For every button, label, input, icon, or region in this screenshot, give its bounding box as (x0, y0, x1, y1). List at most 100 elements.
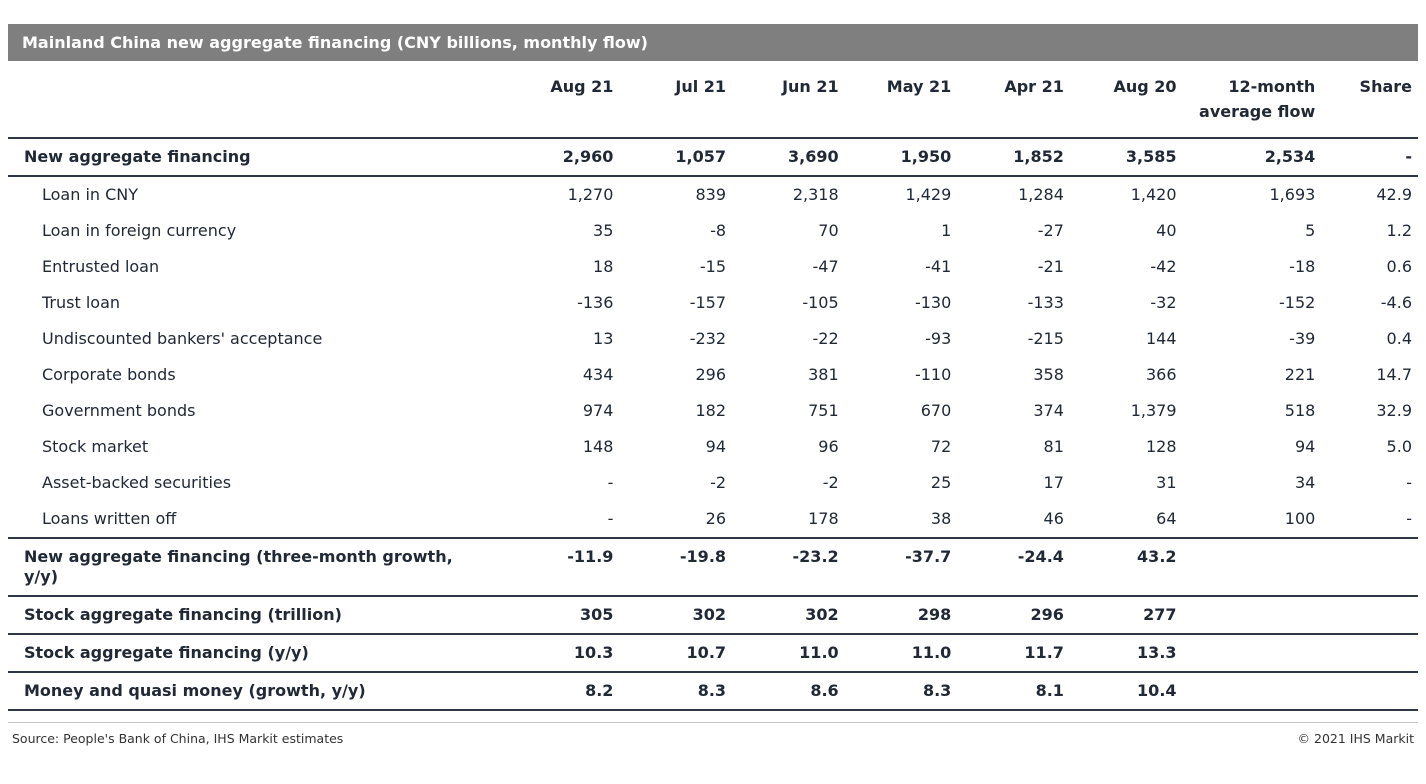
cell: - (1406, 508, 1412, 528)
cell: 2,960 (562, 146, 614, 166)
cell: -42 (1150, 256, 1177, 276)
cell: 296 (1030, 604, 1064, 624)
cell: 42.9 (1376, 184, 1412, 204)
column-header-aug-21: Aug 21 (550, 77, 614, 96)
cell: 11.0 (799, 642, 839, 662)
cell: 8.3 (697, 680, 727, 700)
cell: -23.2 (792, 546, 839, 566)
cell: 1,420 (1130, 184, 1177, 204)
row-label: Stock aggregate financing (y/y) (24, 642, 309, 662)
table-row: Stock market 148 94 96 72 81 128 94 5.0 (8, 429, 1418, 465)
row-label: Money and quasi money (growth, y/y) (24, 680, 366, 700)
cell: 178 (808, 508, 839, 528)
cell: 1,379 (1130, 400, 1177, 420)
cell: 296 (695, 364, 727, 384)
cell: 221 (1284, 364, 1316, 384)
cell: 17 (1043, 472, 1064, 492)
table-body: New aggregate financing 2,960 1,057 3,690 1,… (8, 138, 1418, 710)
cell: 35 (593, 220, 614, 240)
cell: 81 (1043, 436, 1064, 456)
cell: -152 (1279, 292, 1316, 312)
cell: 2,534 (1264, 146, 1316, 166)
cell: 25 (930, 472, 952, 492)
cell: -39 (1289, 328, 1316, 348)
cell: -15 (699, 256, 727, 276)
table-row: Trust loan -136 -157 -105 -130 -133 -32 -152 -4.… (8, 285, 1418, 321)
cell: 1,429 (905, 184, 952, 204)
table-row: Stock aggregate financing (trillion) 305 3… (8, 596, 1418, 634)
footer: Source: People's Bank of China, IHS Mark… (8, 721, 1418, 746)
table-row: Entrusted loan 18 -15 -47 -41 -21 -42 -18 0.6 (8, 249, 1418, 285)
cell: 148 (582, 436, 614, 456)
cell: 434 (582, 364, 614, 384)
cell: -32 (1150, 292, 1177, 312)
cell: -8 (710, 220, 727, 240)
cell: - (1405, 146, 1412, 166)
table-row: Money and quasi money (growth, y/y) 8.2 8.… (8, 672, 1418, 710)
cell: 70 (818, 220, 839, 240)
cell: 3,585 (1125, 146, 1177, 166)
cell: 1,852 (1013, 146, 1064, 166)
cell: 974 (582, 400, 614, 420)
cell: 8.1 (1035, 680, 1064, 700)
row-label: Undiscounted bankers' acceptance (42, 328, 323, 348)
cell: 298 (917, 604, 952, 624)
table-row: Undiscounted bankers' acceptance 13 -232 -2… (8, 321, 1418, 357)
cell: -232 (689, 328, 727, 348)
cell: -22 (812, 328, 839, 348)
cell: 10.4 (1137, 680, 1177, 700)
cell: -2 (822, 472, 839, 492)
cell (1315, 538, 1418, 596)
table-row: Loan in foreign currency 35 -8 70 1 -27 40 5 1.2 (8, 213, 1418, 249)
cell (1177, 634, 1316, 672)
cell: 43.2 (1137, 546, 1177, 566)
cell: 26 (705, 508, 727, 528)
cell: - (1406, 472, 1412, 492)
cell: 302 (805, 604, 839, 624)
cell: 2,318 (792, 184, 839, 204)
cell (1177, 596, 1316, 634)
cell: 358 (1033, 364, 1064, 384)
table-row: New aggregate financing (three-month gro… (8, 538, 1418, 596)
cell: -24.4 (1017, 546, 1064, 566)
cell: 1,270 (567, 184, 614, 204)
cell: 381 (808, 364, 839, 384)
cell (1177, 672, 1316, 710)
cell: 1.2 (1386, 220, 1412, 240)
cell: 94 (705, 436, 727, 456)
cell: 5.0 (1386, 436, 1412, 456)
cell: -105 (802, 292, 839, 312)
table-row: Stock aggregate financing (y/y) 10.3 10.7 1… (8, 634, 1418, 672)
cell: 144 (1145, 328, 1177, 348)
cell: -47 (812, 256, 839, 276)
row-label: Stock aggregate financing (trillion) (24, 604, 342, 624)
cell: -41 (925, 256, 952, 276)
cell: -110 (914, 364, 952, 384)
row-label: Asset-backed securities (42, 472, 232, 492)
cell: -37.7 (905, 546, 952, 566)
column-header-apr-21: Apr 21 (1004, 77, 1064, 96)
cell: 128 (1145, 436, 1177, 456)
cell (1177, 538, 1316, 596)
row-label: Loans written off (42, 508, 177, 528)
cell: 13 (593, 328, 614, 348)
table-title: Mainland China new aggregate financing (… (22, 33, 648, 52)
row-label: New aggregate financing (three-month gro… (24, 546, 453, 586)
cell: 14.7 (1376, 364, 1412, 384)
cell: - (607, 472, 614, 492)
cell: 1,057 (675, 146, 727, 166)
cell: 32.9 (1376, 400, 1412, 420)
cell: 34 (1294, 472, 1316, 492)
cell: 10.7 (686, 642, 727, 662)
cell: -18 (1289, 256, 1316, 276)
cell: -19.8 (679, 546, 727, 566)
cell: 64 (1156, 508, 1177, 528)
cell (1315, 596, 1418, 634)
cell: -4.6 (1380, 292, 1412, 312)
source-note: Source: People's Bank of China, IHS Mark… (12, 730, 344, 746)
cell: -27 (1037, 220, 1064, 240)
table-row: Corporate bonds 434 296 381 -110 358 366 221 14.… (8, 357, 1418, 393)
cell: 11.7 (1024, 642, 1064, 662)
cell: 8.2 (585, 680, 614, 700)
cell: 277 (1143, 604, 1177, 624)
